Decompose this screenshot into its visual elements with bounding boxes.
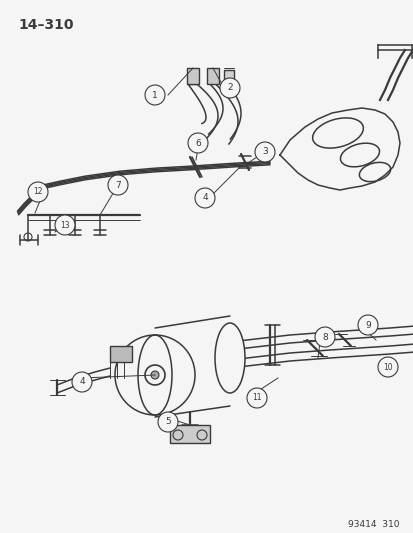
Text: 11: 11: [252, 393, 261, 402]
Circle shape: [357, 315, 377, 335]
Circle shape: [72, 372, 92, 392]
FancyBboxPatch shape: [187, 68, 199, 84]
Text: 3: 3: [261, 148, 267, 157]
FancyBboxPatch shape: [223, 70, 233, 84]
Text: 93414  310: 93414 310: [348, 520, 399, 529]
Circle shape: [247, 388, 266, 408]
Circle shape: [145, 365, 165, 385]
Text: 10: 10: [382, 362, 392, 372]
Circle shape: [254, 142, 274, 162]
Text: 13: 13: [60, 221, 70, 230]
Text: 2: 2: [227, 84, 232, 93]
Text: 5: 5: [165, 417, 171, 426]
Circle shape: [55, 215, 75, 235]
Circle shape: [195, 188, 214, 208]
Circle shape: [158, 412, 178, 432]
Ellipse shape: [138, 335, 171, 415]
Circle shape: [145, 85, 165, 105]
Ellipse shape: [214, 323, 244, 393]
Circle shape: [314, 327, 334, 347]
Text: 9: 9: [364, 320, 370, 329]
Text: 6: 6: [195, 139, 200, 148]
FancyBboxPatch shape: [188, 70, 197, 84]
Text: 8: 8: [321, 333, 327, 342]
Text: 14–310: 14–310: [18, 18, 74, 32]
Text: 4: 4: [79, 377, 85, 386]
FancyBboxPatch shape: [170, 425, 209, 443]
Circle shape: [151, 371, 159, 379]
Text: 1: 1: [152, 91, 157, 100]
FancyBboxPatch shape: [110, 346, 132, 362]
Text: 4: 4: [202, 193, 207, 203]
Circle shape: [219, 78, 240, 98]
Circle shape: [108, 175, 128, 195]
Text: 12: 12: [33, 188, 43, 197]
Circle shape: [28, 182, 48, 202]
Circle shape: [377, 357, 397, 377]
Text: 7: 7: [115, 181, 121, 190]
Circle shape: [188, 133, 207, 153]
FancyBboxPatch shape: [206, 68, 218, 84]
